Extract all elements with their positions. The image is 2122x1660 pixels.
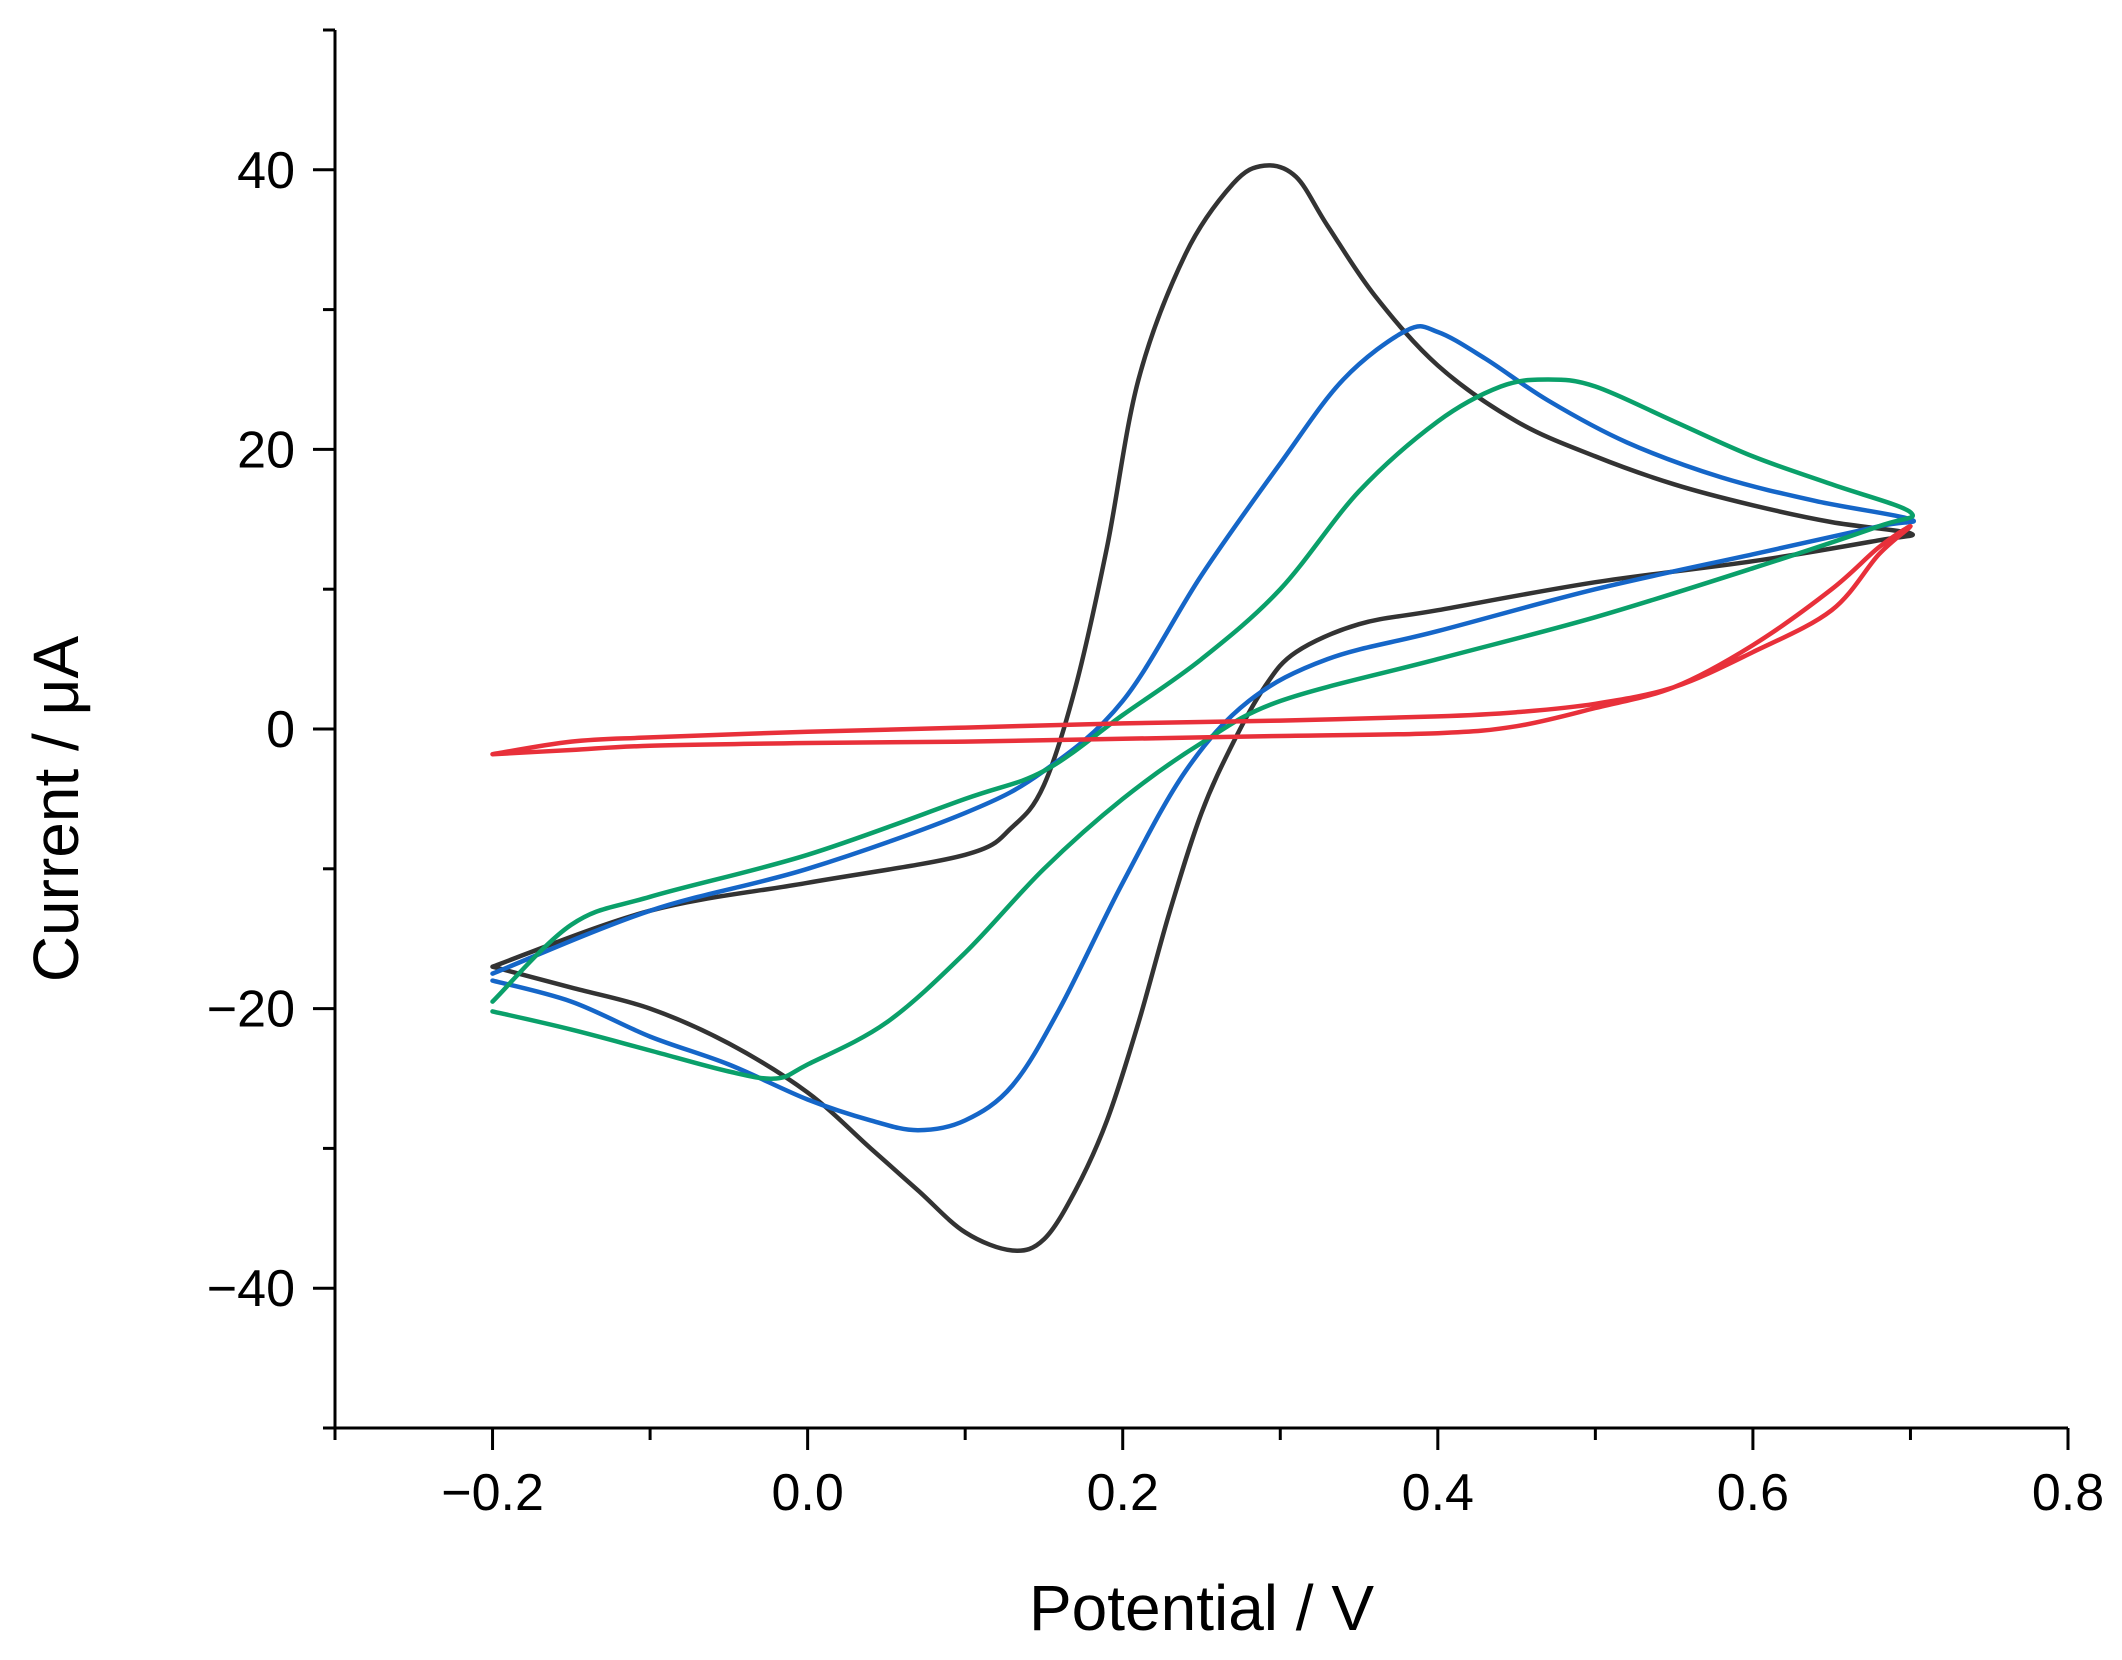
y-tick-label: 40 bbox=[237, 142, 295, 200]
y-tick-label: 0 bbox=[266, 701, 295, 759]
cv-curve-green bbox=[490, 377, 1915, 1081]
cv-curve-black bbox=[490, 163, 1915, 1253]
y-tick-label: −40 bbox=[207, 1260, 295, 1318]
y-axis-title: Current / μA bbox=[20, 636, 92, 983]
y-tick-label: −20 bbox=[207, 981, 295, 1039]
x-tick-label: 0.6 bbox=[1717, 1464, 1789, 1522]
x-tick-label: 0.0 bbox=[771, 1464, 843, 1522]
x-tick-label: 0.4 bbox=[1402, 1464, 1474, 1522]
plot-curves bbox=[490, 163, 1916, 1253]
x-tick-label: 0.2 bbox=[1087, 1464, 1159, 1522]
axes bbox=[333, 30, 2068, 1430]
cv-curve-red bbox=[490, 524, 1913, 757]
ticks bbox=[313, 28, 2070, 1450]
x-tick-label: 0.8 bbox=[2032, 1464, 2104, 1522]
y-tick-label: 20 bbox=[237, 421, 295, 479]
x-axis-title: Potential / V bbox=[1029, 1572, 1374, 1644]
cv-curve-blue bbox=[490, 324, 1916, 1133]
x-tick-label: −0.2 bbox=[441, 1464, 544, 1522]
tick-labels: −0.2 0.0 0.2 0.4 0.6 0.8 −40 −20 0 20 40 bbox=[207, 142, 2104, 1522]
